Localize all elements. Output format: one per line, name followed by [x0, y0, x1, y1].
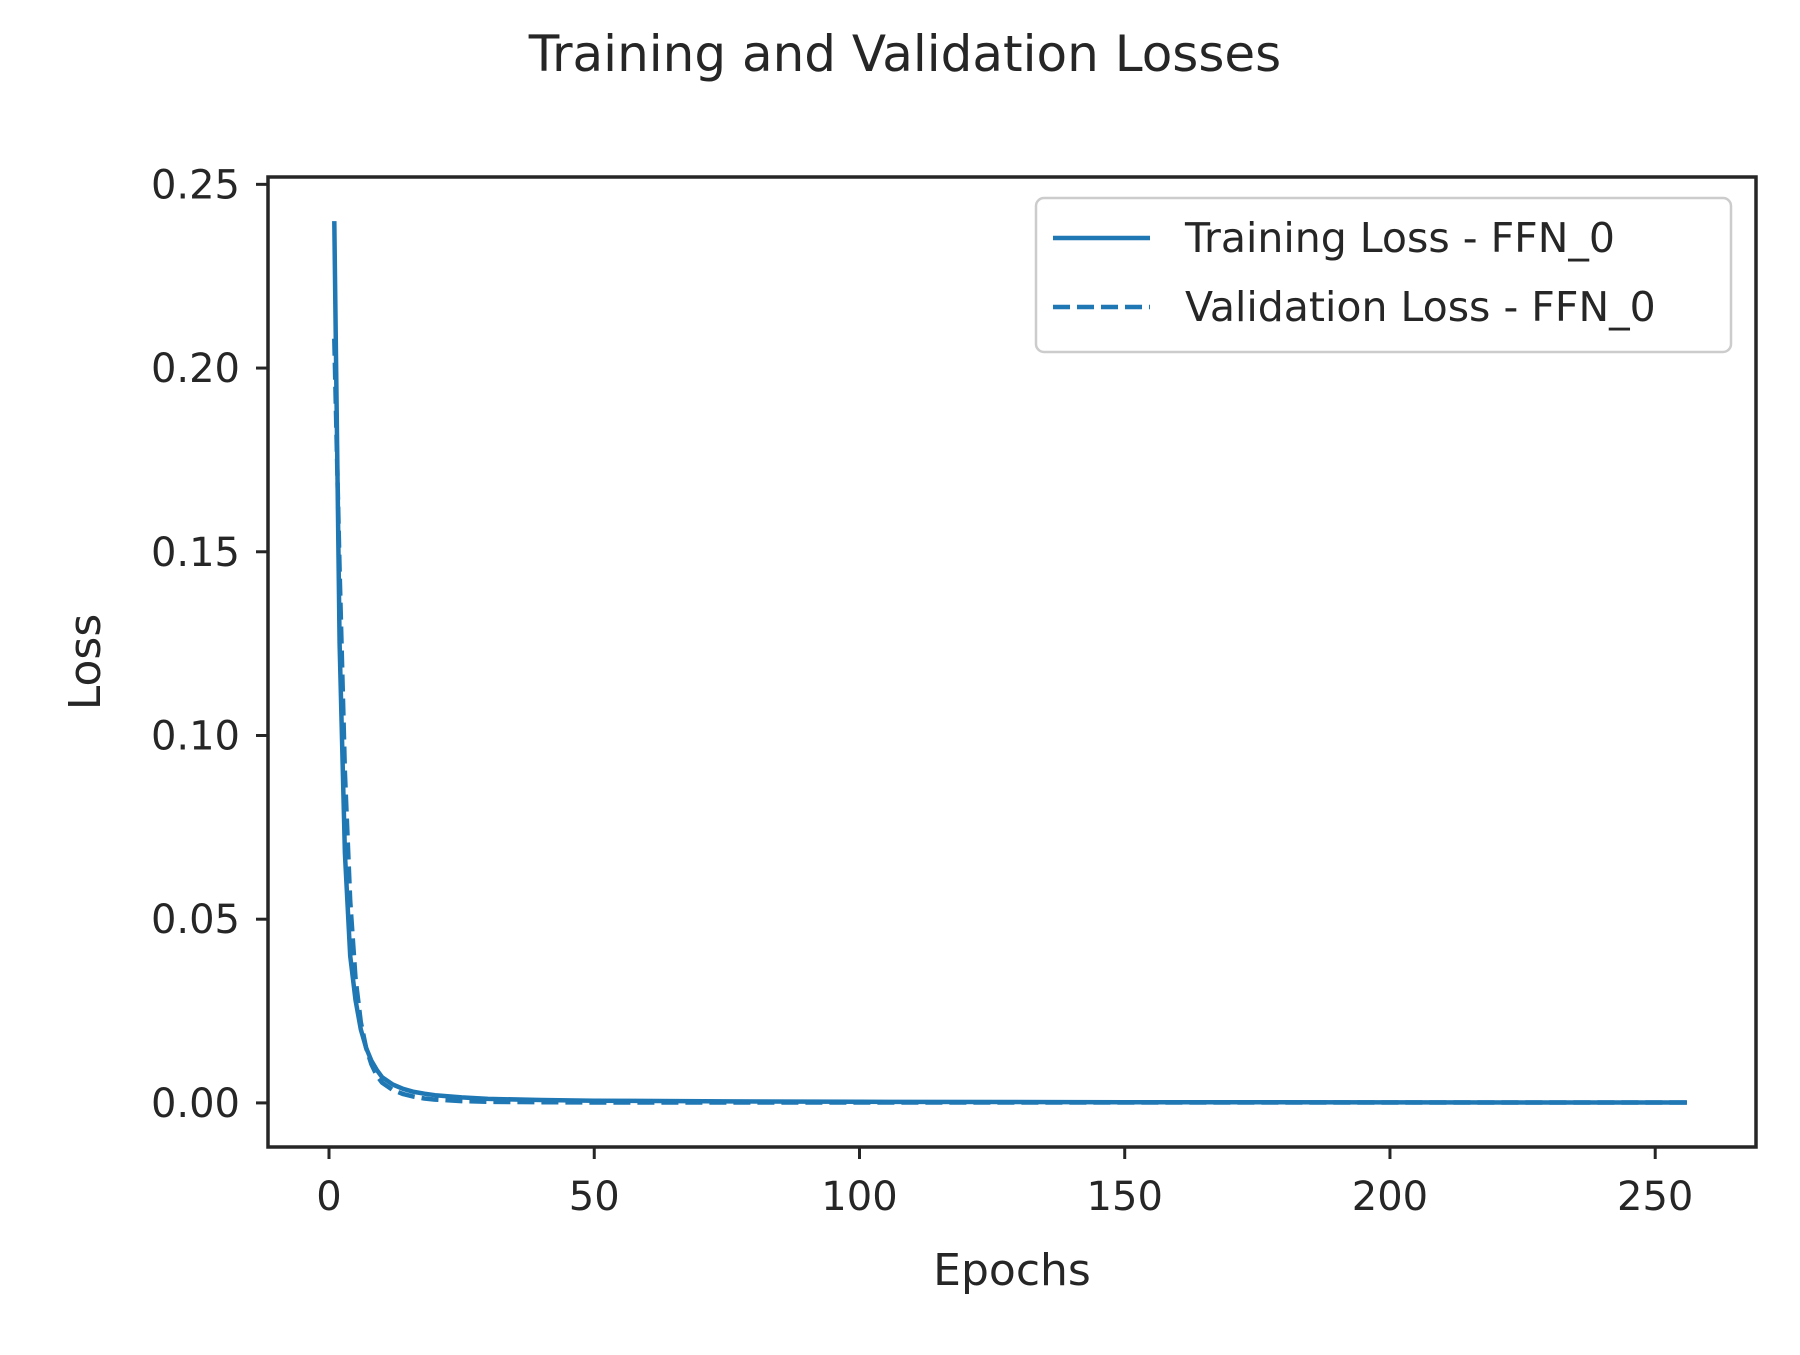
x-tick-label: 0 [316, 1174, 341, 1220]
training-loss-line [332, 221, 1688, 1105]
y-tick-label: 0.20 [151, 346, 240, 392]
legend-training-label: Training Loss - FFN_0 [1184, 214, 1615, 262]
x-axis: 0 50 100 150 200 250 [316, 1147, 1693, 1220]
x-tick-label: 250 [1617, 1174, 1693, 1220]
y-tick-label: 0.00 [151, 1081, 240, 1127]
y-tick-label: 0.15 [151, 530, 240, 576]
legend: Training Loss - FFN_0 Validation Loss - … [1034, 196, 1733, 354]
y-tick-label: 0.25 [151, 162, 240, 208]
chart-title: Training and Validation Losses [528, 25, 1281, 83]
x-tick-label: 150 [1087, 1174, 1163, 1220]
y-axis: 0.00 0.05 0.10 0.15 0.20 0.25 [151, 162, 268, 1127]
y-axis-label: Loss [60, 614, 111, 711]
plot-area [332, 221, 1688, 1105]
axes-frame [266, 175, 1758, 1149]
validation-loss-line [332, 338, 1687, 1105]
x-tick-label: 100 [821, 1174, 897, 1220]
x-tick-label: 50 [569, 1174, 620, 1220]
y-tick-label: 0.10 [151, 713, 240, 759]
legend-box [1034, 196, 1733, 354]
legend-validation-label: Validation Loss - FFN_0 [1185, 283, 1656, 331]
x-tick-label: 200 [1352, 1174, 1428, 1220]
x-axis-label: Epochs [933, 1245, 1091, 1296]
y-tick-label: 0.05 [151, 897, 240, 943]
